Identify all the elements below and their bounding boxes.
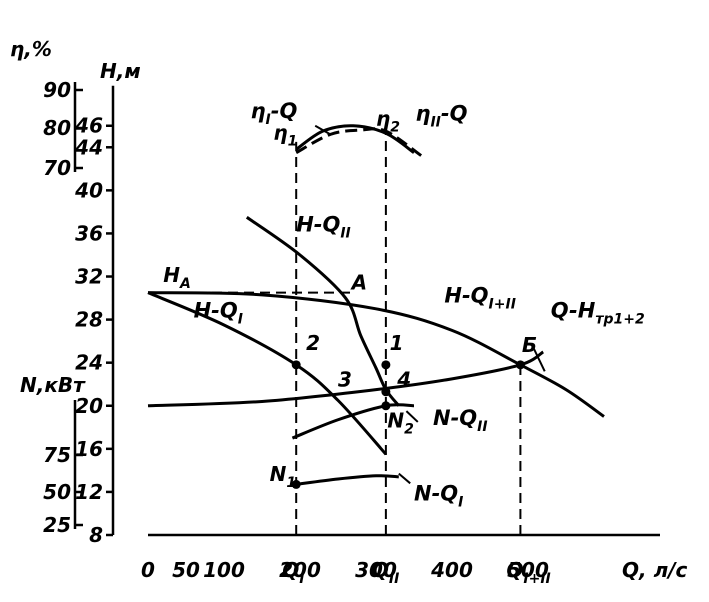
eta-tick-label: 80 <box>43 116 71 140</box>
x-special-tick-I: QI <box>282 558 304 587</box>
x-axis-label: Q, л/с <box>622 558 688 582</box>
x-tick-label: 300 <box>355 558 397 582</box>
x-tick-label: 100 <box>203 558 245 582</box>
n-axis-label: N,кВт <box>20 373 86 397</box>
label-leader <box>314 124 331 136</box>
annotation-1: 1 <box>390 331 404 355</box>
h-tick-label: 32 <box>75 265 103 289</box>
annotation-η1: η1 <box>273 121 297 150</box>
point-2 <box>291 360 301 370</box>
h-axis-label: H,м <box>100 59 141 83</box>
eta-axis-label: η,% <box>10 37 52 61</box>
point-1 <box>381 360 391 370</box>
x-tick-label: 500 <box>507 558 549 582</box>
annotation-HA: HA <box>163 263 191 292</box>
h-tick-label: 28 <box>75 308 103 332</box>
curve-label-H-Q-II: H-QII <box>296 212 351 241</box>
h-tick-label: 44 <box>74 135 103 159</box>
eta-tick-label: 90 <box>43 78 71 102</box>
curve-label-H-Q-I-II: H-QI+II <box>444 283 516 312</box>
x-tick-label: 200 <box>279 558 321 582</box>
annotation-N2: N2 <box>387 408 414 437</box>
curve-label--II-Q: ηII-Q <box>416 101 468 130</box>
x-special-tick-I+II: QI+II <box>506 558 550 587</box>
curve-label-H-Q-I: H-QI <box>194 298 243 327</box>
curve-H-Q-I-II <box>147 291 605 418</box>
label-leader <box>405 410 419 423</box>
h-tick-label: 36 <box>75 221 103 245</box>
n-tick-label: 75 <box>43 443 71 467</box>
n-tick-label: 50 <box>43 480 71 504</box>
x-tick-label: 50 <box>172 558 200 582</box>
x-special-tick-II: QII <box>372 558 399 587</box>
labels: H-QI H-QII H-QI+II Q-Hтр1+2 N-QI N-QII ηI-Q ηII… <box>163 99 645 510</box>
curve-label--I-Q: ηI-Q <box>251 99 298 128</box>
n-tick-label: 25 <box>43 513 71 537</box>
curve--I-Q <box>295 124 415 154</box>
curve-label-N-Q-I: N-QI <box>414 482 463 511</box>
annotation-Б: Б <box>522 333 537 357</box>
annotation-A: A <box>350 270 367 294</box>
x-tick-label: 400 <box>430 558 473 582</box>
h-tick-label: 46 <box>74 114 103 138</box>
h-tick-label: 8 <box>89 523 103 547</box>
annotation-3: 3 <box>338 367 352 391</box>
h-tick-label: 16 <box>75 437 103 461</box>
data-points <box>291 360 525 489</box>
h-tick-label: 40 <box>74 178 103 202</box>
annotation-η2: η2 <box>376 107 400 136</box>
point-N1 <box>291 479 301 489</box>
point-B <box>515 360 525 370</box>
curve-N-Q-II <box>291 403 415 440</box>
annotation-4: 4 <box>396 367 411 391</box>
h-tick-label: 24 <box>75 351 103 375</box>
h-tick-label: 20 <box>75 394 103 418</box>
annotation-N1: N1 <box>270 462 297 491</box>
curve-H-Q-II <box>245 216 400 407</box>
annotation-2: 2 <box>306 331 320 355</box>
eta-tick-label: 70 <box>43 156 71 180</box>
label-leader <box>398 472 411 485</box>
x-tick-label: 0 <box>141 558 155 582</box>
point-N2 <box>381 401 391 411</box>
curve-label-N-Q-II: N-QII <box>433 406 488 435</box>
curve-label-Q-H-1-2: Q-Hтр1+2 <box>551 298 645 327</box>
dashed-guides <box>148 131 522 535</box>
curve-N-Q-I <box>296 474 399 486</box>
point-4 <box>381 387 391 397</box>
curve--II-Q <box>295 127 423 158</box>
label-leader <box>530 343 546 372</box>
